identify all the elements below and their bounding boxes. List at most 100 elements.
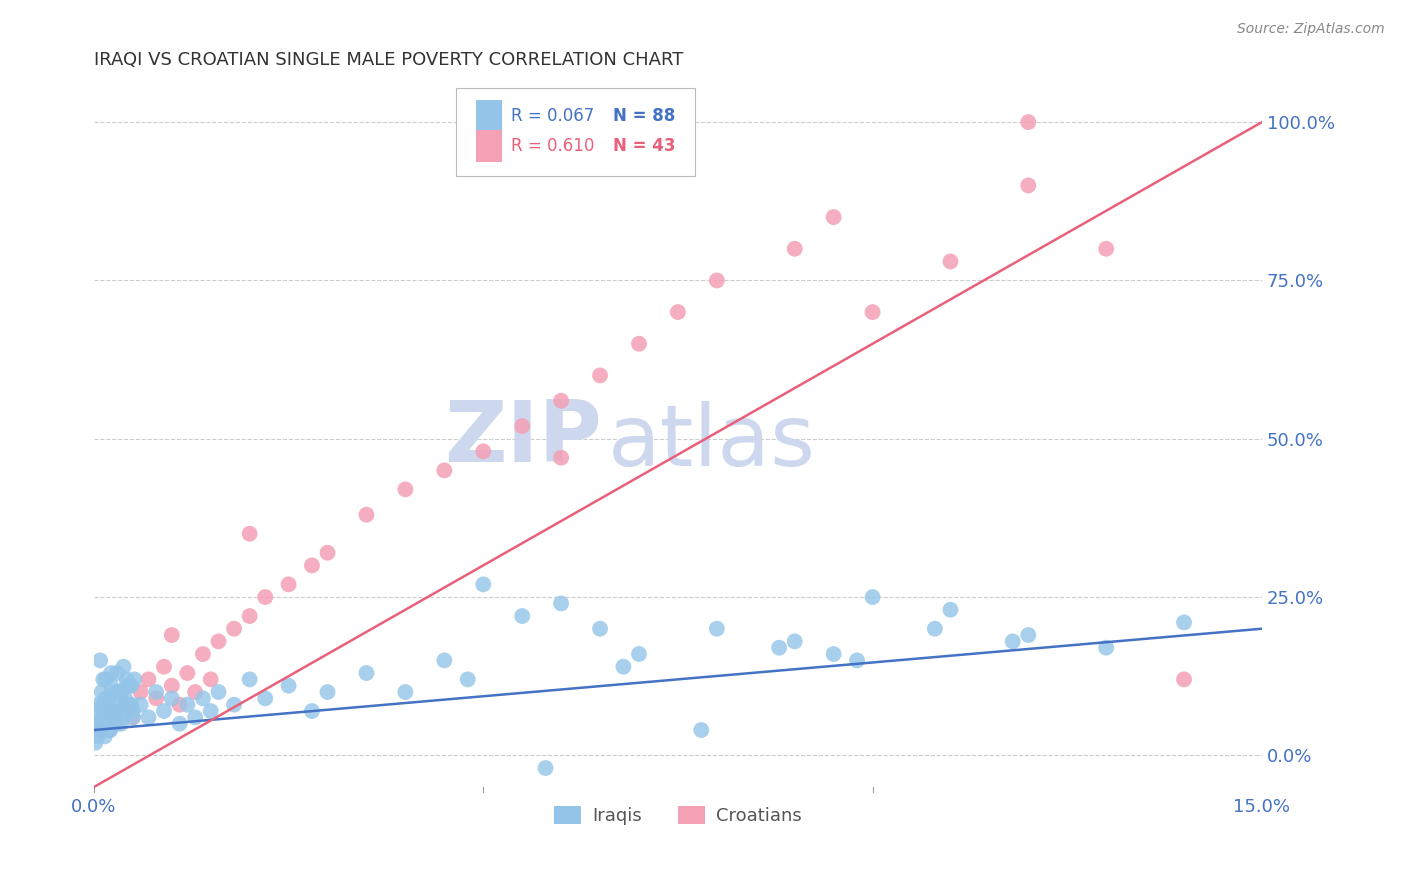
Point (91, 673, 114, 687)
Point (666, 305, 689, 319)
Point (823, 210, 845, 224)
Point (160, 628, 183, 642)
Point (110, 716, 132, 731)
FancyBboxPatch shape (475, 130, 502, 162)
Point (534, 761, 557, 775)
Point (98, 704, 121, 718)
Point (89, 723, 111, 737)
Point (108, 704, 131, 718)
Point (169, 698, 191, 712)
Point (277, 577, 299, 591)
Point (115, 673, 138, 687)
Point (191, 647, 214, 661)
Point (550, 596, 572, 610)
Point (1017, 115, 1039, 129)
FancyBboxPatch shape (456, 87, 696, 177)
Point (394, 483, 416, 497)
Point (101, 704, 124, 718)
Point (84, 736, 107, 750)
Point (222, 698, 245, 712)
Point (94, 673, 117, 687)
Point (1095, 242, 1118, 256)
Point (90, 716, 112, 731)
Point (97, 710, 120, 724)
Point (160, 679, 183, 693)
Point (550, 393, 572, 408)
Point (690, 723, 713, 737)
Point (200, 673, 222, 687)
Point (100, 679, 122, 693)
Point (98, 723, 121, 737)
Point (1017, 178, 1039, 193)
Text: Source: ZipAtlas.com: Source: ZipAtlas.com (1237, 22, 1385, 37)
Point (105, 666, 128, 681)
Point (87, 730, 110, 744)
Point (97, 691, 120, 706)
Point (184, 710, 207, 724)
Point (104, 716, 127, 731)
Point (191, 691, 214, 706)
Point (301, 704, 323, 718)
Point (114, 698, 136, 712)
Point (924, 622, 946, 636)
Point (105, 716, 128, 731)
Point (105, 685, 128, 699)
Text: ZIP: ZIP (444, 397, 602, 480)
Text: IRAQI VS CROATIAN SINGLE MALE POVERTY CORRELATION CHART: IRAQI VS CROATIAN SINGLE MALE POVERTY CO… (94, 51, 683, 69)
Point (768, 640, 790, 655)
Legend: Iraqis, Croatians: Iraqis, Croatians (546, 797, 811, 834)
Point (254, 691, 277, 706)
Point (706, 273, 728, 287)
Point (129, 698, 152, 712)
Point (115, 679, 138, 693)
Point (138, 710, 160, 724)
Point (1173, 615, 1195, 630)
Point (176, 666, 198, 681)
Text: atlas: atlas (607, 401, 815, 483)
Point (1095, 640, 1118, 655)
Point (103, 698, 125, 712)
Point (783, 634, 806, 648)
Point (120, 698, 142, 712)
Point (87, 704, 110, 718)
Point (103, 704, 125, 718)
Point (84, 716, 107, 731)
Point (316, 546, 339, 560)
Point (153, 659, 176, 673)
Point (91, 704, 114, 718)
Point (90, 710, 112, 724)
FancyBboxPatch shape (475, 100, 502, 132)
Point (627, 647, 650, 661)
Point (121, 710, 143, 724)
Point (145, 685, 167, 699)
Text: R = 0.610: R = 0.610 (510, 137, 595, 155)
Point (207, 685, 229, 699)
Point (169, 716, 191, 731)
Point (846, 653, 869, 667)
Point (1173, 673, 1195, 687)
Point (222, 622, 245, 636)
Point (783, 242, 806, 256)
Point (862, 590, 884, 604)
Point (160, 691, 183, 706)
Point (356, 666, 378, 681)
Point (433, 653, 456, 667)
Point (98, 723, 121, 737)
Point (118, 679, 141, 693)
Point (114, 691, 136, 706)
Point (124, 673, 146, 687)
Point (120, 679, 142, 693)
Point (239, 673, 262, 687)
Point (239, 526, 262, 541)
Point (145, 691, 167, 706)
Point (110, 685, 132, 699)
Point (94, 691, 117, 706)
Point (823, 647, 845, 661)
Point (1017, 628, 1039, 642)
Point (184, 685, 207, 699)
Point (627, 336, 650, 351)
Point (112, 710, 135, 724)
Point (301, 558, 323, 573)
Point (112, 659, 135, 673)
Point (118, 698, 141, 712)
